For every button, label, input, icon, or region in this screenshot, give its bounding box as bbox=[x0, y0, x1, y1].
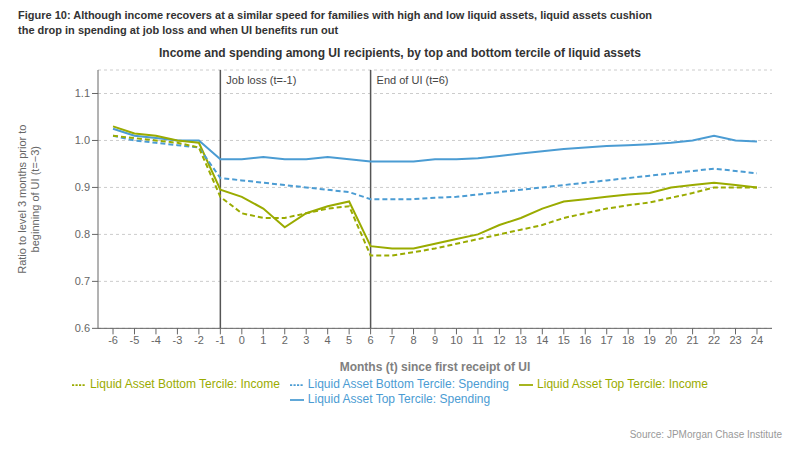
svg-text:-1: -1 bbox=[215, 334, 225, 346]
svg-text:19: 19 bbox=[644, 334, 656, 346]
svg-text:1: 1 bbox=[260, 334, 266, 346]
html-text:Source: JPMorgan Chase Institu: Source: JPMorgan Chase Institute bbox=[629, 429, 782, 440]
svg-text:-4: -4 bbox=[151, 334, 161, 346]
svg-text:14: 14 bbox=[536, 334, 548, 346]
svg-text:18: 18 bbox=[622, 334, 634, 346]
svg-text:7: 7 bbox=[389, 334, 395, 346]
html-text:Liquid Asset Top Tercile: Inco: Liquid Asset Top Tercile: Income bbox=[537, 377, 708, 392]
svg-text:1.1: 1.1 bbox=[75, 87, 90, 99]
svg-text:Ratio to level 3 months prior: Ratio to level 3 months prior tobeginnin… bbox=[16, 125, 41, 274]
svg-text:0: 0 bbox=[239, 334, 245, 346]
svg-text:5: 5 bbox=[346, 334, 352, 346]
svg-text:16: 16 bbox=[579, 334, 591, 346]
svg-text:20: 20 bbox=[665, 334, 677, 346]
svg-text:24: 24 bbox=[751, 334, 763, 346]
svg-text:13: 13 bbox=[515, 334, 527, 346]
svg-text:1.0: 1.0 bbox=[75, 134, 90, 146]
svg-text:-5: -5 bbox=[130, 334, 140, 346]
svg-text:Months (t) since first receipt: Months (t) since first receipt of UI bbox=[340, 360, 531, 374]
svg-text:15: 15 bbox=[558, 334, 570, 346]
svg-text:2: 2 bbox=[282, 334, 288, 346]
svg-text:22: 22 bbox=[708, 334, 720, 346]
svg-text:0.8: 0.8 bbox=[75, 228, 90, 240]
svg-text:6: 6 bbox=[368, 334, 374, 346]
html-text:Liquid Asset Bottom Tercile: I: Liquid Asset Bottom Tercile: Income bbox=[89, 377, 280, 392]
svg-text:-3: -3 bbox=[173, 334, 183, 346]
svg-text:21: 21 bbox=[686, 334, 698, 346]
svg-text:10: 10 bbox=[450, 334, 462, 346]
svg-text:-2: -2 bbox=[194, 334, 204, 346]
svg-text:4: 4 bbox=[325, 334, 331, 346]
html-text:Liquid Asset Top Tercile: Spen: Liquid Asset Top Tercile: Spending bbox=[307, 392, 491, 407]
svg-text:23: 23 bbox=[729, 334, 741, 346]
svg-text:End of UI (t=6): End of UI (t=6) bbox=[377, 74, 449, 86]
svg-text:0.7: 0.7 bbox=[75, 275, 90, 287]
svg-text:12: 12 bbox=[493, 334, 505, 346]
svg-text:Job loss (t=-1): Job loss (t=-1) bbox=[226, 74, 296, 86]
html-text:Liquid Asset Bottom Tercile: S: Liquid Asset Bottom Tercile: Spending bbox=[307, 377, 509, 392]
svg-text:0.6: 0.6 bbox=[75, 322, 90, 334]
svg-text:17: 17 bbox=[601, 334, 613, 346]
html-text:Figure 10: Although income rec: Figure 10: Although income recovers at a… bbox=[18, 9, 653, 36]
svg-text:-6: -6 bbox=[108, 334, 118, 346]
svg-text:0.9: 0.9 bbox=[75, 181, 90, 193]
html-text:Income and spending among UI r: Income and spending among UI recipients,… bbox=[159, 46, 641, 60]
svg-text:9: 9 bbox=[432, 334, 438, 346]
svg-text:8: 8 bbox=[410, 334, 416, 346]
svg-text:3: 3 bbox=[303, 334, 309, 346]
svg-text:11: 11 bbox=[472, 334, 483, 346]
